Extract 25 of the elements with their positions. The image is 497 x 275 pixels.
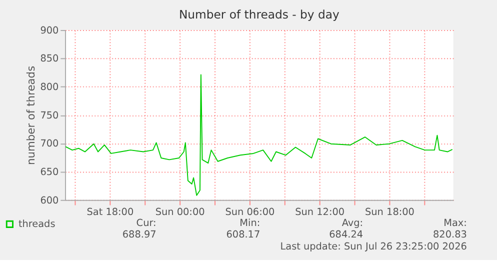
text: 688.97 xyxy=(122,230,156,241)
y-tick-label: 850 xyxy=(40,54,59,65)
y-tick-label: 750 xyxy=(40,110,59,122)
text: Avg: xyxy=(342,218,364,230)
y-tick-label: 900 xyxy=(40,25,59,36)
text: Last update: Sun Jul 26 23:25:00 2026 xyxy=(280,241,467,252)
text: Min: xyxy=(240,218,260,230)
text: Cur: xyxy=(136,218,156,230)
text: 608.17 xyxy=(226,230,260,241)
line-series xyxy=(65,74,453,196)
x-tick-label: Sun 00:00 xyxy=(155,206,205,218)
y-tick-label: 600 xyxy=(40,195,59,206)
legend-label: threads xyxy=(18,219,56,230)
x-tick-label: Sun 06:00 xyxy=(225,206,275,218)
y-tick-label: 800 xyxy=(40,82,59,94)
y-tick-label: 650 xyxy=(40,166,59,178)
x-tick-label: Sun 12:00 xyxy=(295,206,345,218)
text: 820.83 xyxy=(433,230,467,241)
text: Max: xyxy=(444,218,467,230)
text: 684.24 xyxy=(329,230,364,241)
chart-title: Number of threads - by day xyxy=(178,7,340,22)
x-tick-label: Sun 18:00 xyxy=(365,206,414,218)
x-tick-label: Sat 18:00 xyxy=(86,206,134,218)
y-axis-title: number of threads xyxy=(24,65,38,165)
y-tick-label: 700 xyxy=(40,138,59,150)
